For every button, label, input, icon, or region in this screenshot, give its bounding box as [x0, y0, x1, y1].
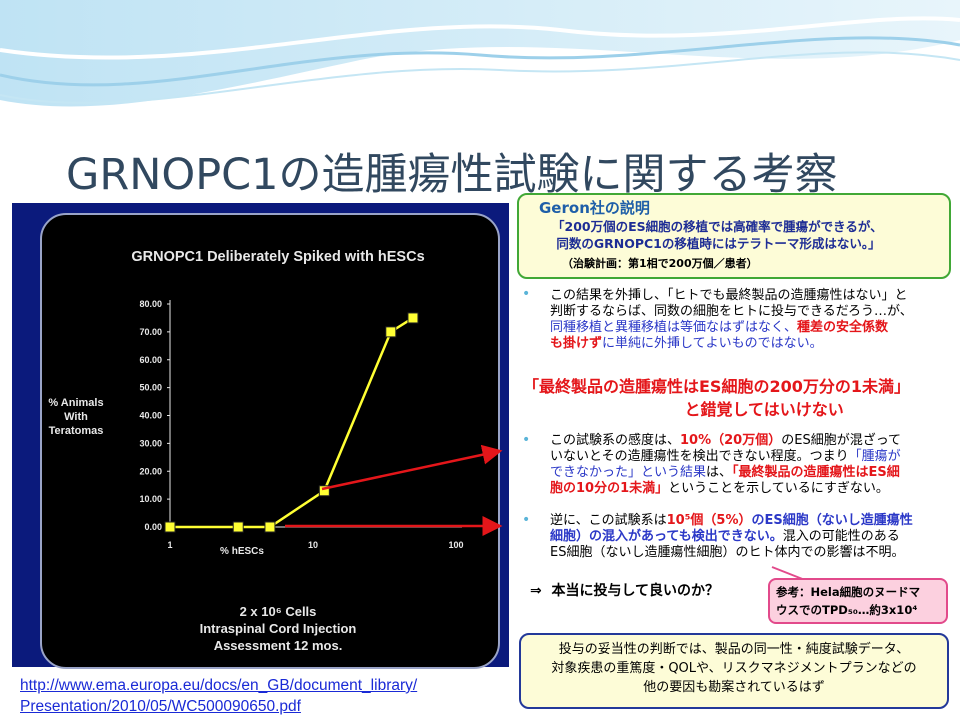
data-point	[232, 521, 244, 533]
chart-title: GRNOPC1 Deliberately Spiked with hESCs	[131, 249, 424, 265]
data-point	[385, 326, 397, 338]
header-wave-decoration	[0, 0, 960, 107]
caption-line: 2 x 10⁶ Cells	[240, 604, 317, 619]
chart-caption: 2 x 10⁶ Cells Intraspinal Cord Injection A…	[200, 604, 357, 653]
data-point	[164, 521, 176, 533]
source-link[interactable]: http://www.ema.europa.eu/docs/en_GB/docu…	[20, 675, 510, 717]
bullet-icon: •	[522, 432, 531, 448]
y-axis-label: % Animals With Teratomas	[48, 397, 103, 437]
bullet-2-text: この試験系の感度は、	[550, 433, 681, 448]
bullet-extrapolation: この結果を外挿し、「ヒトでも最終製品の造腫瘍性はない」と 判断するならば、同数の…	[550, 288, 913, 352]
y-tick-label: 0.00	[144, 522, 162, 532]
y-tick-label: 80.00	[139, 299, 162, 309]
y-tick-label: 40.00	[139, 411, 162, 421]
chart-frame	[40, 213, 500, 669]
data-point	[407, 312, 419, 324]
data-point	[264, 521, 276, 533]
y-tick-label: 50.00	[139, 383, 162, 393]
x-tick-label: 100	[448, 540, 463, 550]
bullet-2-red: 胞の10分の1未満」	[550, 481, 669, 496]
bullet-3-red: 10⁵個（5%）	[666, 513, 752, 528]
y-axis-label-line: Teratomas	[49, 425, 104, 437]
source-link-line-1[interactable]: http://www.ema.europa.eu/docs/en_GB/docu…	[20, 677, 418, 694]
bullet-3-blue: 細胞）の混入があっても検出できない。	[550, 529, 783, 544]
bullet-icon: •	[522, 512, 531, 528]
reference-pointer	[771, 566, 806, 581]
bullet-3-blue: のES細胞（ないし造腫瘍性	[751, 513, 913, 528]
bullet-2-text: のES細胞が混ざって	[781, 433, 902, 448]
bullet-2-text: は、	[706, 465, 733, 480]
y-tick-label: 10.00	[139, 494, 162, 504]
caption-line: Assessment 12 mos.	[214, 638, 343, 653]
bullet-2-blue: できなかった」という結果	[550, 465, 707, 480]
series-group	[164, 312, 419, 533]
y-tick-label: 30.00	[139, 438, 162, 448]
bullet-1-blue: 同種移植と異種移植は等価なはずはなく、	[550, 320, 798, 335]
bullet-icon: •	[522, 286, 531, 302]
source-link-line-2[interactable]: Presentation/2010/05/WC500090650.pdf	[20, 698, 301, 715]
x-axis-label: % hESCs	[220, 546, 264, 557]
y-tick-labels: 0.00 10.00 20.00 30.00 40.00 50.00 60.00 70.00 8…	[139, 299, 162, 532]
warning-statement: 「最終製品の造腫瘍性はES細胞の200万分の1未満」 と錯覚してはいけない	[523, 377, 910, 419]
reference-callout: 参考：Hela細胞のヌードマ ウスでのTPD₅₀…約3x10⁴	[768, 578, 948, 624]
question-statement: ⇒ 本当に投与して良いのか？	[530, 583, 720, 599]
arrow-to-bullet-2	[321, 444, 503, 491]
bullet-3-text: 混入の可能性のある	[782, 529, 900, 544]
bullet-sensitivity: この試験系の感度は、10%（20万個）のES細胞が混ざって いないとその造腫瘍性…	[550, 433, 901, 497]
bullet-2-text: いないとその造腫瘍性を検出できない程度。つまり	[550, 449, 849, 464]
geron-statement-box: Geron社の説明 「200万個のES細胞の移植では高確率で腫瘍ができるが、 同…	[517, 193, 951, 279]
bullet-2-blue: 「腫瘍が	[848, 449, 901, 464]
bullet-1-red-2: も掛けず	[550, 336, 603, 351]
y-tick-label: 20.00	[139, 466, 162, 476]
y-tick-label: 60.00	[139, 355, 162, 365]
geron-quote: 「200万個のES細胞の移植では高確率で腫瘍ができるが、 同数のGRNOPC1の…	[552, 219, 883, 251]
bullet-1-text: この結果を外挿し、「ヒトでも最終製品の造腫瘍性はない」と 判断するならば、同数の…	[550, 288, 913, 319]
bullet-3-text: 逆に、この試験系は	[550, 513, 667, 528]
y-tick-label: 70.00	[139, 327, 162, 337]
bullet-detection-limit: 逆に、この試験系は10⁵個（5%）のES細胞（ないし造腫瘍性 細胞）の混入があっ…	[550, 513, 913, 561]
bullet-1-blue-2: に単純に外挿してよいものではない。	[602, 336, 823, 351]
conclusion-box: 投与の妥当性の判断では、製品の同一性・純度試験データ、 対象疾患の重篤度・QOL…	[519, 633, 949, 709]
bullet-2-red: 「最終製品の造腫瘍性はES細	[732, 465, 900, 480]
bullet-2-red: 10%（20万個）	[680, 433, 782, 448]
x-tick-label: 1	[167, 540, 172, 550]
page-title: GRNOPC1の造腫瘍性試験に関する考察	[66, 150, 838, 200]
y-axis-label-line: % Animals	[48, 397, 103, 409]
data-point	[318, 485, 330, 497]
geron-title: Geron社の説明	[539, 199, 650, 217]
geron-note: （治験計画：第1相で200万個／患者）	[562, 257, 758, 270]
caption-line: Intraspinal Cord Injection	[200, 621, 357, 636]
x-tick-label: 10	[308, 540, 318, 550]
y-axis-label-line: With	[64, 411, 88, 423]
x-tick-labels: 1 10 100	[167, 540, 463, 550]
bullet-3-text: ES細胞（ないし造腫瘍性細胞）のヒト体内での影響は不明。	[550, 545, 905, 560]
bullet-1-red: 種差の安全係数	[797, 320, 889, 335]
bullet-2-text: ということを示しているにすぎない。	[668, 481, 889, 496]
